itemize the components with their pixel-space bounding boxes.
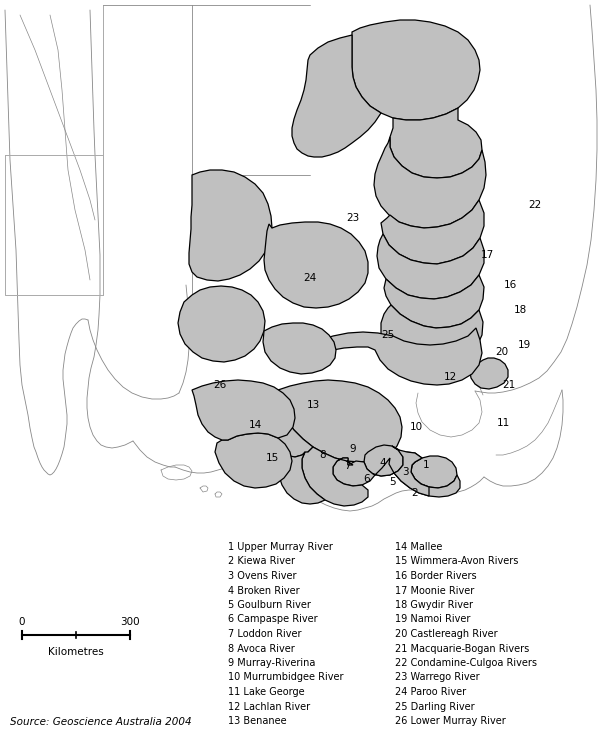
Text: 24: 24 (303, 273, 317, 283)
Text: 14 Mallee: 14 Mallee (395, 542, 443, 552)
Text: 14: 14 (248, 420, 262, 430)
Polygon shape (381, 305, 483, 366)
Text: 21: 21 (503, 380, 516, 390)
Polygon shape (381, 200, 484, 264)
Text: 23 Warrego River: 23 Warrego River (395, 673, 479, 682)
Text: 3: 3 (402, 467, 408, 477)
Text: 22 Condamine-Culgoa Rivers: 22 Condamine-Culgoa Rivers (395, 658, 537, 668)
Text: Kilometres: Kilometres (48, 647, 104, 657)
Text: 22: 22 (528, 200, 542, 210)
Text: 11: 11 (497, 418, 509, 428)
Text: 12: 12 (443, 372, 457, 382)
Polygon shape (192, 380, 295, 440)
Polygon shape (352, 20, 480, 120)
Text: 2 Kiewa River: 2 Kiewa River (228, 556, 295, 567)
Text: 8 Avoca River: 8 Avoca River (228, 643, 295, 654)
Polygon shape (307, 328, 482, 385)
Text: 13 Benanee: 13 Benanee (228, 716, 287, 726)
Polygon shape (384, 275, 484, 328)
Text: 20: 20 (495, 347, 509, 357)
Text: 25: 25 (381, 330, 395, 340)
Text: 7: 7 (344, 461, 350, 471)
Polygon shape (374, 137, 486, 228)
Text: 19 Namoi River: 19 Namoi River (395, 614, 470, 625)
Text: 11 Lake George: 11 Lake George (228, 687, 305, 697)
Text: 10 Murrumbidgee River: 10 Murrumbidgee River (228, 673, 343, 682)
Text: 1 Upper Murray River: 1 Upper Murray River (228, 542, 333, 552)
Text: 6: 6 (364, 474, 370, 484)
Text: 6 Campaspe River: 6 Campaspe River (228, 614, 318, 625)
Polygon shape (302, 447, 368, 506)
Text: 13: 13 (306, 400, 319, 410)
Polygon shape (389, 452, 460, 497)
Text: 5 Goulburn River: 5 Goulburn River (228, 600, 311, 610)
Polygon shape (264, 222, 368, 308)
Text: 4: 4 (379, 458, 386, 468)
Polygon shape (373, 446, 429, 496)
Text: 24 Paroo River: 24 Paroo River (395, 687, 466, 697)
Polygon shape (263, 323, 336, 374)
Text: 19: 19 (517, 340, 531, 350)
Text: 15: 15 (265, 453, 279, 463)
Polygon shape (470, 358, 508, 389)
Polygon shape (253, 395, 313, 457)
Text: 5: 5 (390, 477, 397, 487)
Text: 4 Broken River: 4 Broken River (228, 585, 300, 596)
Text: 16: 16 (503, 280, 517, 290)
Text: 16 Border Rivers: 16 Border Rivers (395, 571, 477, 581)
Text: 8: 8 (320, 450, 326, 460)
Text: 3 Ovens River: 3 Ovens River (228, 571, 297, 581)
Polygon shape (292, 35, 381, 157)
Text: 26: 26 (213, 380, 227, 390)
Text: 21 Macquarie-Bogan Rivers: 21 Macquarie-Bogan Rivers (395, 643, 529, 654)
Polygon shape (333, 458, 375, 486)
Polygon shape (390, 108, 482, 178)
Text: 7 Loddon River: 7 Loddon River (228, 629, 302, 639)
Text: 18: 18 (513, 305, 527, 315)
Polygon shape (377, 234, 484, 299)
Polygon shape (278, 452, 325, 504)
Text: 2: 2 (412, 488, 418, 498)
Polygon shape (364, 445, 403, 476)
Text: Source: Geoscience Australia 2004: Source: Geoscience Australia 2004 (10, 717, 192, 727)
Polygon shape (269, 380, 402, 462)
Text: 300: 300 (120, 617, 140, 627)
Text: 9: 9 (349, 444, 356, 454)
Text: 12 Lachlan River: 12 Lachlan River (228, 702, 310, 711)
Text: 23: 23 (346, 213, 360, 223)
Text: 15 Wimmera-Avon Rivers: 15 Wimmera-Avon Rivers (395, 556, 519, 567)
Text: 25 Darling River: 25 Darling River (395, 702, 474, 711)
Text: 17: 17 (481, 250, 493, 260)
Polygon shape (215, 433, 292, 488)
Polygon shape (189, 170, 272, 281)
Text: 17 Moonie River: 17 Moonie River (395, 585, 474, 596)
Text: 1: 1 (423, 460, 429, 470)
Text: 18 Gwydir River: 18 Gwydir River (395, 600, 473, 610)
Text: 0: 0 (19, 617, 25, 627)
Polygon shape (178, 286, 265, 362)
Text: 20 Castlereagh River: 20 Castlereagh River (395, 629, 498, 639)
Text: 9 Murray-Riverina: 9 Murray-Riverina (228, 658, 315, 668)
Polygon shape (411, 456, 457, 488)
Text: 10: 10 (409, 422, 422, 432)
Text: 26 Lower Murray River: 26 Lower Murray River (395, 716, 506, 726)
